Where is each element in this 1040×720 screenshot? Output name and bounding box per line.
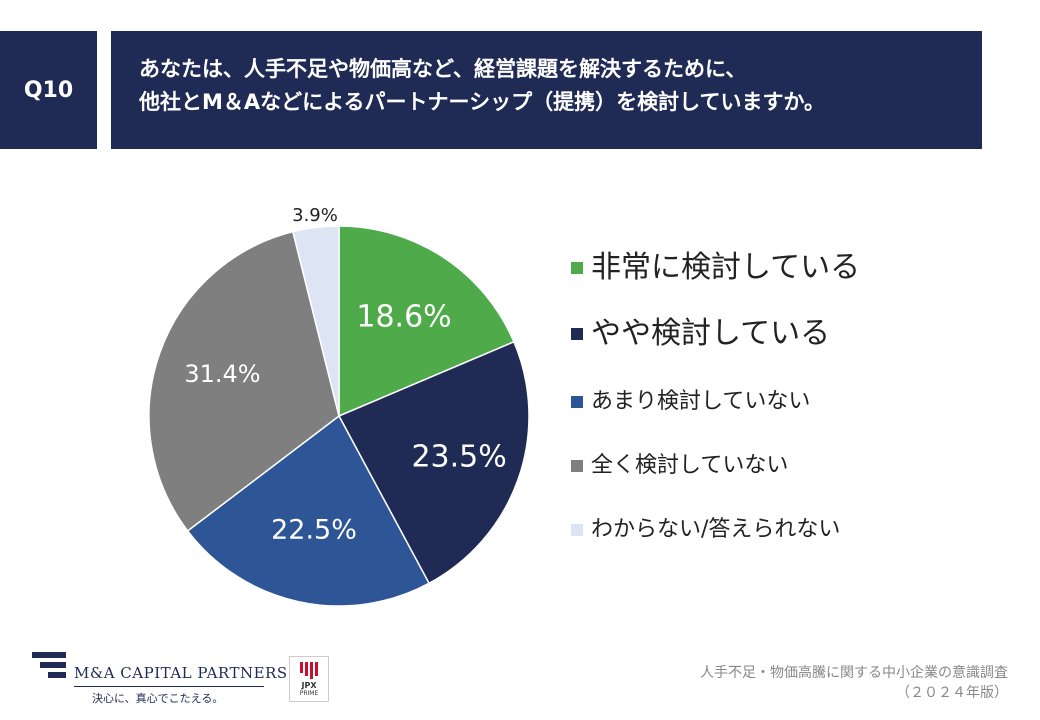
legend-swatch bbox=[571, 396, 583, 408]
pie-slice-3 bbox=[186, 414, 431, 607]
jpx-sub-label: PRIME bbox=[299, 690, 319, 697]
survey-edition: （２０２４年版） bbox=[896, 685, 1008, 701]
pie-slice-5 bbox=[291, 225, 340, 417]
jpx-prime-badge: JPX PRIME bbox=[289, 656, 329, 702]
company-logo: M&A CAPITAL PARTNERS 決心に、真心でこたえる。 bbox=[32, 650, 287, 710]
company-logo-icon bbox=[32, 652, 66, 682]
legend-swatch bbox=[571, 460, 583, 472]
pie-data-label-5: 3.9% bbox=[292, 205, 338, 226]
jpx-label: JPX bbox=[301, 681, 317, 690]
legend-item-3: あまり検討していない bbox=[571, 387, 810, 417]
legend-item-1: 非常に検討している bbox=[571, 248, 860, 288]
question-header: あなたは、人手不足や物価高など、経営課題を解決するために、 他社とM＆Aなどによ… bbox=[111, 31, 982, 149]
legend-label: やや検討している bbox=[591, 316, 831, 351]
survey-title: 人手不足・物価高騰に関する中小企業の意識調査 bbox=[700, 665, 1008, 681]
pie-data-label-2: 23.5% bbox=[411, 440, 506, 475]
pie-slice-4 bbox=[148, 230, 340, 532]
company-tagline: 決心に、真心でこたえる。 bbox=[92, 692, 224, 705]
legend-label: 全く検討していない bbox=[591, 453, 789, 478]
question-text-line2: 他社とM＆Aなどによるパートナーシップ（提携）を検討していますか。 bbox=[139, 90, 826, 114]
jpx-logo-icon bbox=[290, 662, 328, 679]
pie-data-label-1: 18.6% bbox=[356, 299, 451, 334]
legend-swatch bbox=[571, 524, 583, 536]
legend-swatch bbox=[571, 328, 583, 340]
company-name: M&A CAPITAL PARTNERS bbox=[74, 664, 288, 682]
pie-data-label-4: 31.4% bbox=[184, 360, 260, 388]
legend-label: わからない/答えられない bbox=[591, 517, 841, 542]
pie-slice-2 bbox=[337, 340, 530, 585]
legend-label: あまり検討していない bbox=[591, 389, 811, 414]
pie-data-label-3: 22.5% bbox=[271, 515, 357, 546]
legend-swatch bbox=[571, 262, 583, 274]
legend-item-2: やや検討している bbox=[571, 314, 830, 354]
pie-slice-1 bbox=[338, 225, 515, 418]
legend-item-5: わからない/答えられない bbox=[571, 515, 840, 545]
pie-chart: 18.6% 23.5% 22.5% 31.4% 3.9% bbox=[148, 205, 530, 607]
legend-item-4: 全く検討していない bbox=[571, 451, 788, 481]
survey-caption: 人手不足・物価高騰に関する中小企業の意識調査 （２０２４年版） bbox=[700, 663, 1008, 703]
question-number: Q10 bbox=[0, 31, 97, 149]
legend-label: 非常に検討している bbox=[591, 250, 861, 285]
question-text-line1: あなたは、人手不足や物価高など、経営課題を解決するために、 bbox=[139, 57, 747, 81]
